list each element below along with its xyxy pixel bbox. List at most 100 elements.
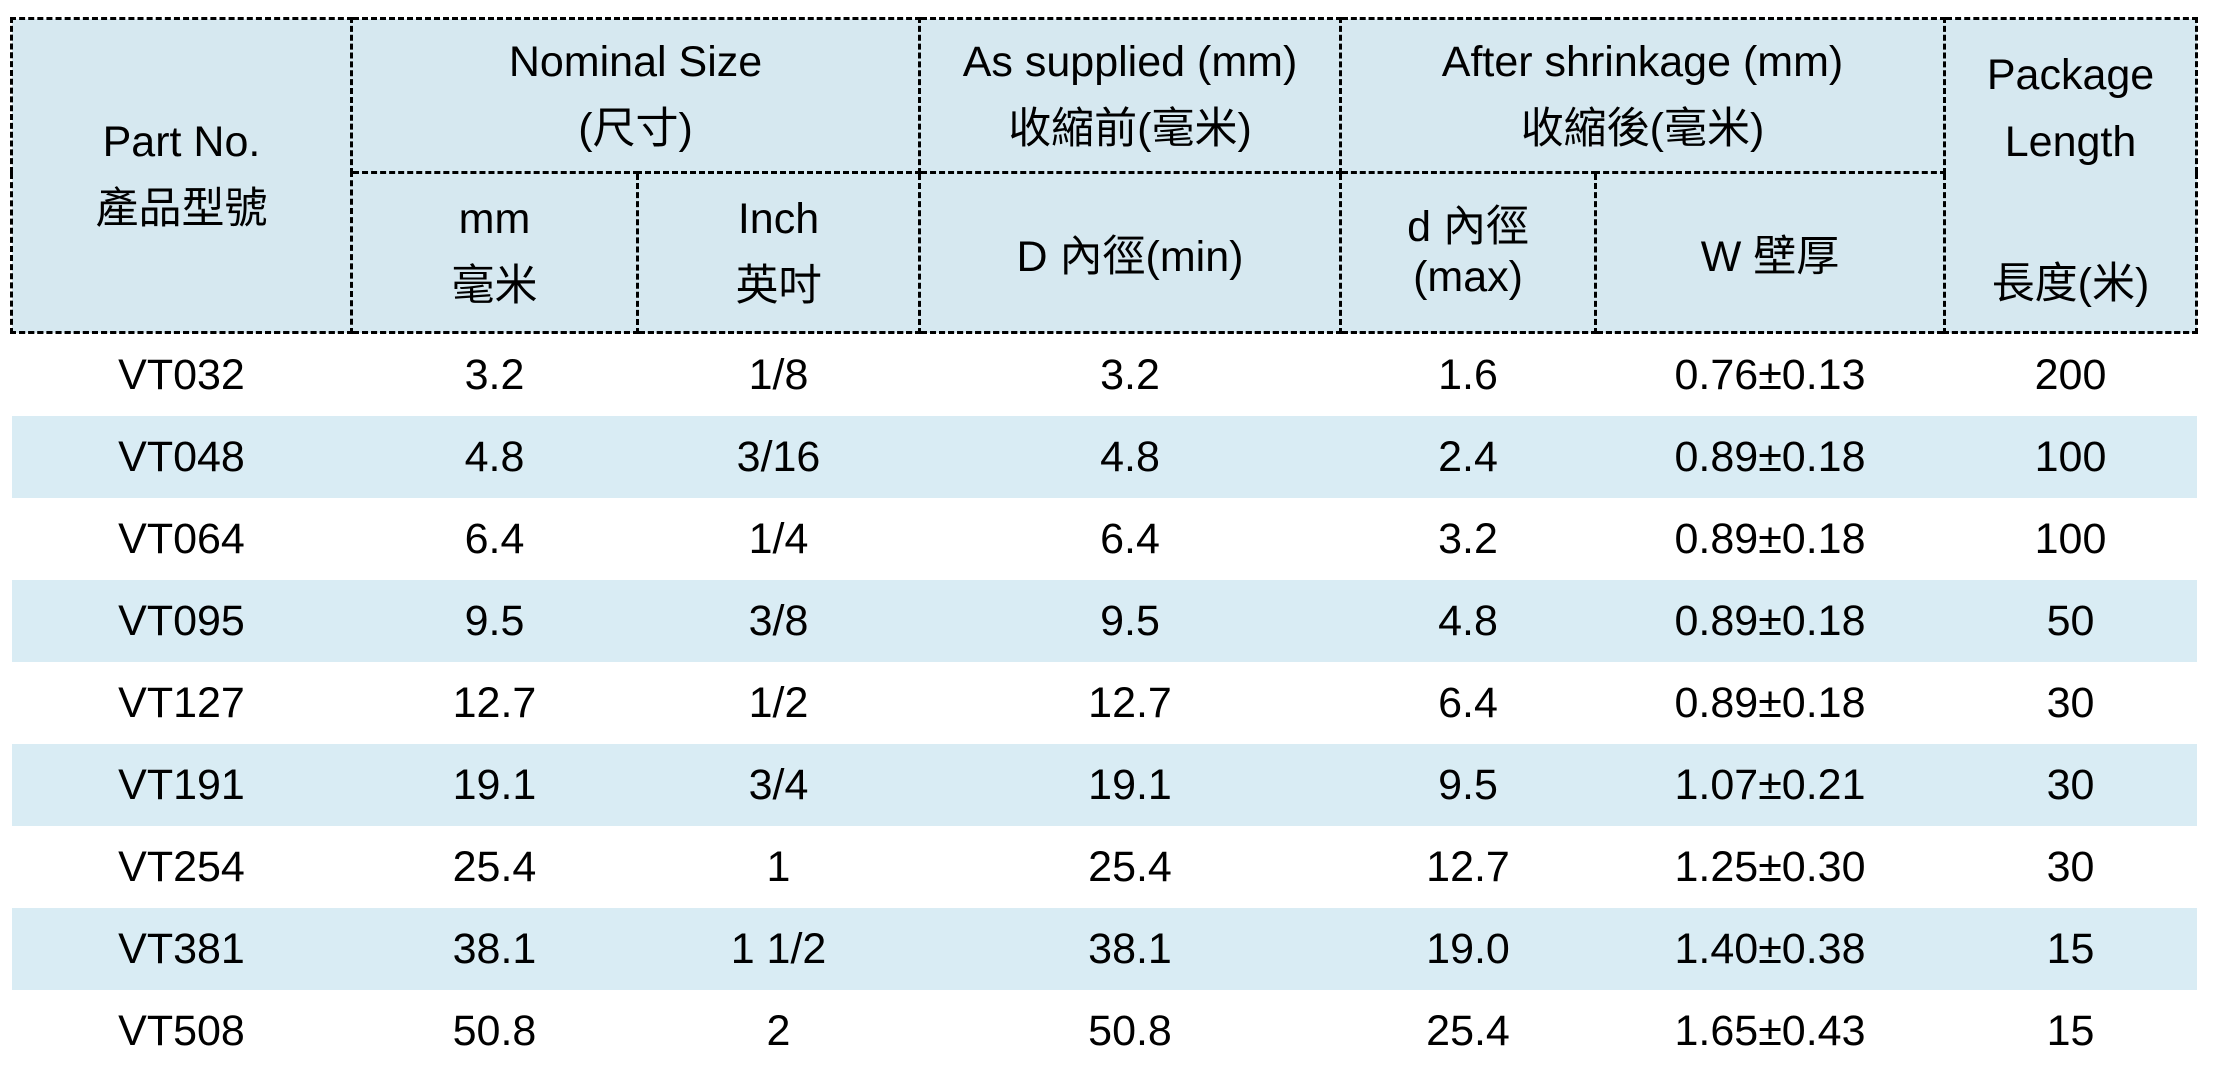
header-nominal-size: Nominal Size (尺寸) — [349, 16, 922, 175]
cell-length: 30 — [2046, 842, 2095, 891]
cell-inch: 3/8 — [748, 596, 809, 645]
cell-length: 100 — [2034, 514, 2107, 563]
cell-d_min: 6.4 — [1100, 514, 1160, 563]
cell-inch: 1/8 — [748, 350, 809, 399]
cell-inch: 1/2 — [748, 678, 809, 727]
cell-d_min: 3.2 — [1100, 350, 1160, 399]
header-package-length-zh: 長度(米) — [1991, 260, 2150, 308]
header-package-length: Package Length 長度(米) — [1943, 17, 2199, 334]
cell-mm: 6.4 — [464, 514, 525, 563]
table-row: VT095 9.5 3/8 9.5 4.8 0.89±0.18 50 — [11, 580, 2197, 662]
table-row: VT064 6.4 1/4 6.4 3.2 0.89±0.18 100 — [11, 498, 2197, 580]
cell-inch: 2 — [766, 1006, 791, 1055]
cell-length: 50 — [2046, 596, 2095, 645]
cell-inch: 3/16 — [736, 432, 821, 481]
cell-w: 1.40±0.38 — [1674, 924, 1866, 973]
cell-part: VT048 — [118, 432, 245, 481]
cell-inch: 1 1/2 — [730, 924, 827, 973]
cell-w: 0.89±0.18 — [1674, 678, 1866, 727]
cell-part: VT254 — [118, 842, 245, 891]
cell-part: VT064 — [118, 514, 245, 563]
cell-w: 1.25±0.30 — [1674, 842, 1866, 891]
header-as-supplied-en: As supplied (mm) — [962, 38, 1298, 87]
cell-length: 200 — [2034, 350, 2107, 399]
table-row: VT254 25.4 1 25.4 12.7 1.25±0.30 30 — [11, 826, 2197, 908]
table-row: VT191 19.1 3/4 19.1 9.5 1.07±0.21 30 — [11, 744, 2197, 826]
cell-d_min: 9.5 — [1100, 596, 1160, 645]
cell-part: VT095 — [118, 596, 245, 645]
header-part-no-zh: 產品型號 — [95, 184, 268, 233]
header-part-no: Part No. 產品型號 — [10, 17, 353, 334]
cell-part: VT381 — [118, 924, 245, 973]
cell-w: 1.07±0.21 — [1674, 760, 1866, 809]
spec-table: Part No. 產品型號 Nominal Size (尺寸) As suppl… — [10, 16, 2199, 1068]
cell-d_max: 4.8 — [1438, 596, 1498, 645]
cell-w: 0.89±0.18 — [1674, 432, 1866, 481]
header-as-supplied-zh: 收縮前(毫米) — [1008, 104, 1252, 153]
cell-d_min: 38.1 — [1088, 924, 1172, 973]
header-as-supplied: As supplied (mm) 收縮前(毫米) — [918, 16, 1343, 175]
cell-d_max: 1.6 — [1438, 350, 1498, 399]
cell-mm: 38.1 — [452, 924, 537, 973]
cell-length: 15 — [2046, 1006, 2095, 1055]
cell-length: 30 — [2046, 760, 2095, 809]
cell-w: 0.76±0.13 — [1674, 350, 1866, 399]
header-inch-zh: 英吋 — [735, 261, 822, 310]
cell-mm: 9.5 — [464, 596, 525, 645]
header-mm: mm 毫米 — [350, 171, 639, 334]
header-after-shrinkage-en: After shrinkage (mm) — [1441, 38, 1844, 87]
header-d-inner-min: D 內徑(min) — [918, 171, 1343, 334]
header-after-shrinkage-zh: 收縮後(毫米) — [1520, 104, 1765, 153]
cell-d_min: 12.7 — [1088, 678, 1172, 727]
cell-w: 0.89±0.18 — [1674, 514, 1866, 563]
header-part-no-en: Part No. — [102, 117, 261, 166]
cell-length: 15 — [2046, 924, 2095, 973]
table-header: Part No. 產品型號 Nominal Size (尺寸) As suppl… — [10, 16, 2199, 334]
cell-w: 0.89±0.18 — [1674, 596, 1866, 645]
cell-d_max: 2.4 — [1438, 432, 1498, 481]
header-nominal-size-en: Nominal Size — [508, 38, 763, 87]
cell-length: 100 — [2034, 432, 2107, 481]
header-package-length-en2: Length — [2004, 117, 2137, 166]
cell-d_max: 9.5 — [1438, 760, 1498, 809]
table-row: VT048 4.8 3/16 4.8 2.4 0.89±0.18 100 — [11, 416, 2197, 498]
table-row: VT381 38.1 1 1/2 38.1 19.0 1.40±0.38 15 — [11, 908, 2197, 990]
header-wall-thickness: W 壁厚 — [1594, 171, 1947, 334]
header-inch: Inch 英吋 — [635, 171, 922, 334]
table-row: VT508 50.8 2 50.8 25.4 1.65±0.43 15 — [11, 990, 2197, 1068]
header-after-shrinkage: After shrinkage (mm) 收縮後(毫米) — [1339, 16, 1947, 175]
cell-part: VT127 — [118, 678, 245, 727]
cell-d_max: 25.4 — [1426, 1006, 1510, 1055]
header-nominal-size-zh: (尺寸) — [578, 104, 693, 153]
header-package-length-en1: Package — [1986, 51, 2155, 99]
cell-part: VT508 — [118, 1006, 245, 1055]
cell-mm: 25.4 — [452, 842, 537, 891]
cell-d_min: 50.8 — [1088, 1006, 1172, 1055]
cell-w: 1.65±0.43 — [1674, 1006, 1866, 1055]
cell-mm: 19.1 — [452, 760, 537, 809]
cell-mm: 12.7 — [452, 678, 537, 727]
cell-inch: 1 — [766, 842, 791, 891]
cell-part: VT032 — [118, 350, 245, 399]
header-d-inner-max-line1: d 內徑 — [1407, 203, 1529, 252]
table-body: VT032 3.2 1/8 3.2 1.6 0.76±0.13 200 VT048 4.8 3/1… — [11, 332, 2197, 1068]
header-d-inner-max-line2: (max) — [1413, 252, 1523, 301]
cell-inch: 1/4 — [748, 514, 809, 563]
table-row: VT127 12.7 1/2 12.7 6.4 0.89±0.18 30 — [11, 662, 2197, 744]
cell-d_max: 19.0 — [1426, 924, 1510, 973]
cell-length: 30 — [2046, 678, 2095, 727]
header-mm-zh: 毫米 — [451, 261, 538, 310]
header-mm-en: mm — [458, 195, 531, 244]
cell-mm: 50.8 — [452, 1006, 537, 1055]
cell-mm: 3.2 — [464, 350, 525, 399]
cell-d_max: 6.4 — [1438, 678, 1498, 727]
table-row: VT032 3.2 1/8 3.2 1.6 0.76±0.13 200 — [11, 332, 2197, 416]
cell-d_min: 4.8 — [1100, 432, 1160, 481]
cell-d_min: 25.4 — [1088, 842, 1172, 891]
cell-part: VT191 — [118, 760, 245, 809]
cell-d_max: 12.7 — [1426, 842, 1510, 891]
header-d-inner-max: d 內徑 (max) — [1339, 171, 1598, 334]
header-inch-en: Inch — [737, 195, 820, 244]
cell-d_max: 3.2 — [1438, 514, 1498, 563]
